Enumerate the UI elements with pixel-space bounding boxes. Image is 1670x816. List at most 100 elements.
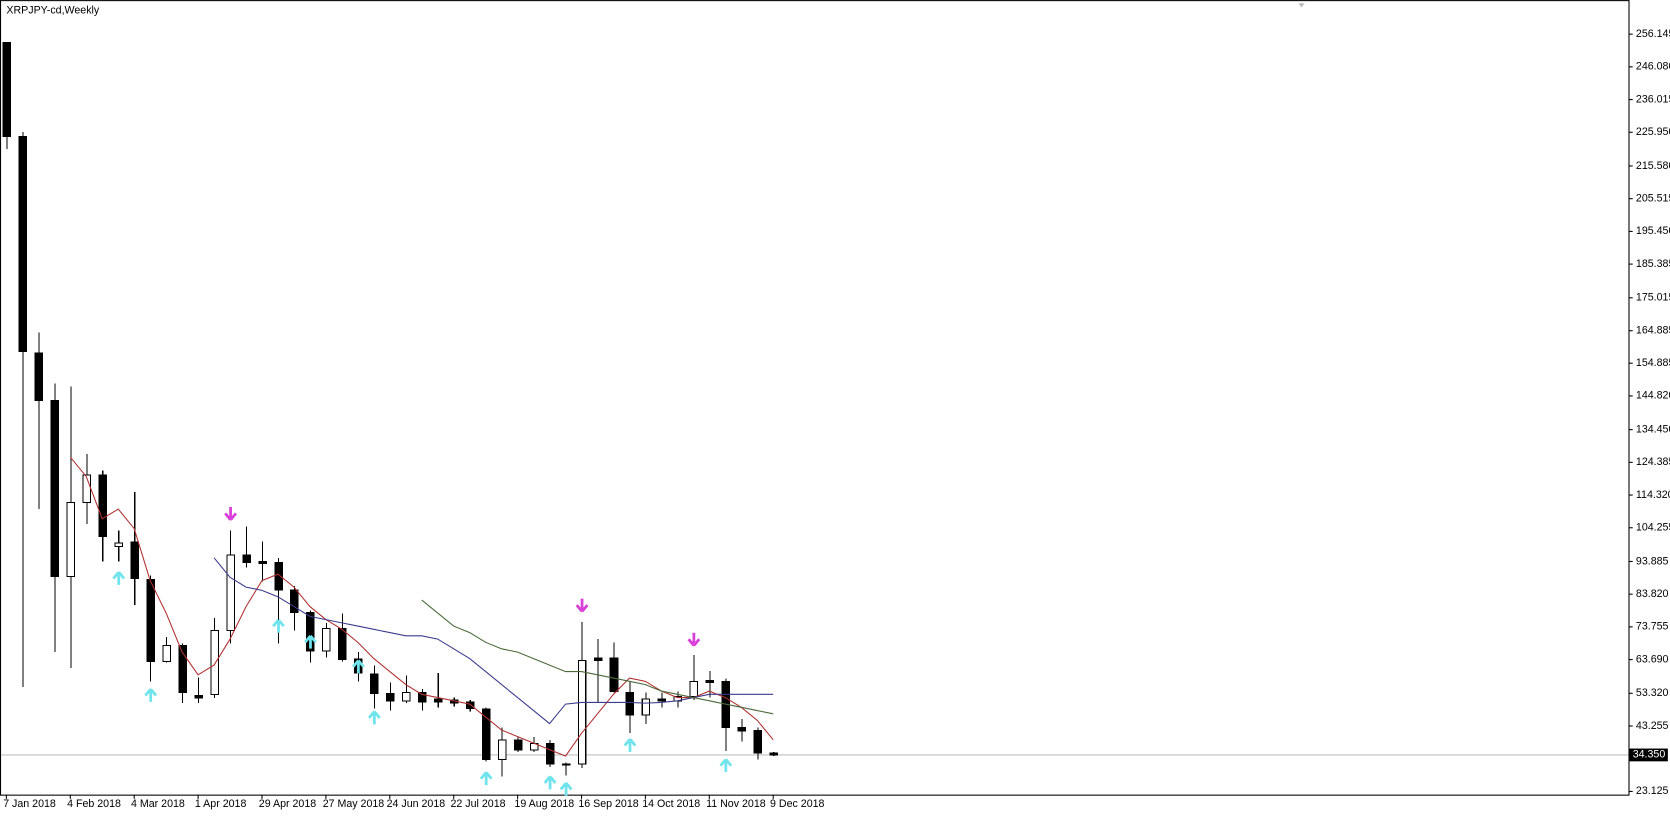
moving-average <box>421 599 774 715</box>
candle-body <box>545 742 555 765</box>
buy-arrow <box>272 619 285 633</box>
x-tick-label: 1 Apr 2018 <box>195 798 247 810</box>
y-tick-label: 154.885 <box>1636 357 1670 369</box>
sell-arrow <box>687 632 701 647</box>
y-tick-label: 63.690 <box>1636 653 1669 665</box>
x-tick-label: 16 Sep 2018 <box>578 798 638 810</box>
y-tick-label: 225.950 <box>1636 126 1670 138</box>
buy-arrow <box>543 775 557 790</box>
candle-body <box>497 739 507 760</box>
candle-body <box>657 698 667 702</box>
y-tick-label: 114.320 <box>1636 489 1670 501</box>
candle-body <box>290 589 299 613</box>
scroll-marker <box>1298 3 1305 8</box>
candle-body <box>98 474 108 538</box>
candle-body <box>481 708 491 760</box>
y-tick-label: 185.385 <box>1636 258 1670 270</box>
candle-body <box>114 542 124 547</box>
sell-arrow <box>575 598 589 613</box>
y-tick-label: 195.450 <box>1636 225 1670 237</box>
candle-body <box>386 692 395 702</box>
moving-average <box>69 456 774 757</box>
buy-arrow <box>144 688 158 702</box>
x-tick-label: 22 Jul 2018 <box>451 798 506 810</box>
y-tick-label: 104.255 <box>1636 522 1670 534</box>
y-tick-label: 83.820 <box>1636 588 1669 600</box>
x-tick-label: 27 May 2018 <box>323 798 385 810</box>
candle-body <box>66 502 76 577</box>
buy-arrow <box>352 659 365 674</box>
x-tick-label: 29 Apr 2018 <box>259 798 316 810</box>
y-tick-label: 134.450 <box>1636 423 1670 435</box>
x-tick-label: 24 Jun 2018 <box>387 798 446 810</box>
candle-body <box>737 726 747 732</box>
candle-body <box>322 627 331 652</box>
buy-arrow <box>479 771 493 786</box>
plot-frame <box>0 0 1630 796</box>
buy-arrow <box>719 758 733 773</box>
candle-body <box>338 627 347 660</box>
y-tick-label: 256.145 <box>1636 28 1670 40</box>
y-tick-label: 124.385 <box>1636 456 1670 468</box>
candle-body <box>418 691 427 703</box>
candle-body <box>769 752 779 756</box>
candle-body <box>258 560 267 564</box>
x-tick-label: 7 Jan 2018 <box>3 798 56 810</box>
candle-body <box>625 691 635 716</box>
candle-body <box>162 645 171 663</box>
buy-arrow <box>112 571 126 585</box>
candle-body <box>561 763 571 766</box>
last-price-tag <box>1629 748 1668 762</box>
x-tick-label: 19 Aug 2018 <box>514 798 574 810</box>
y-tick-label: 215.580 <box>1636 160 1670 172</box>
candle-body <box>178 645 187 693</box>
candle-body <box>689 681 699 698</box>
candle-body <box>2 42 12 137</box>
candle-body <box>609 657 619 692</box>
candle-body <box>402 691 411 702</box>
candle-body <box>593 657 603 662</box>
candle-body <box>194 695 203 699</box>
candle-body <box>226 554 235 632</box>
candle-body <box>242 554 251 563</box>
y-tick-label: 164.885 <box>1636 325 1670 337</box>
last-price-label: 34.350 <box>1633 749 1666 761</box>
candle-body <box>130 541 139 579</box>
x-tick-label: 4 Feb 2018 <box>67 798 121 810</box>
y-tick-label: 175.015 <box>1636 292 1670 304</box>
candle-body <box>641 698 651 716</box>
candle-body <box>34 352 44 402</box>
candle-body <box>513 739 523 751</box>
x-tick-label: 11 Nov 2018 <box>706 798 766 810</box>
candle-body <box>50 400 60 577</box>
buy-arrow <box>367 710 381 725</box>
chart-title: XRPJPY-cd,Weekly <box>6 5 100 17</box>
candle-body <box>210 630 219 696</box>
y-tick-label: 23.125 <box>1636 785 1669 797</box>
y-tick-label: 236.015 <box>1636 93 1670 105</box>
candle-body <box>306 611 315 652</box>
candle-body <box>274 561 283 591</box>
candle-body <box>577 659 587 765</box>
x-tick-label: 9 Dec 2018 <box>770 798 825 810</box>
buy-arrow <box>559 782 573 796</box>
y-tick-label: 53.320 <box>1636 687 1669 699</box>
x-tick-label: 4 Mar 2018 <box>131 798 185 810</box>
candle-body <box>146 578 155 663</box>
sell-arrow <box>224 507 237 521</box>
x-tick-label: 14 Oct 2018 <box>642 798 700 810</box>
candle-body <box>753 730 763 754</box>
y-tick-label: 93.885 <box>1636 555 1669 567</box>
y-tick-label: 205.515 <box>1636 192 1670 204</box>
y-tick-label: 144.820 <box>1636 390 1670 402</box>
buy-arrow <box>623 738 637 752</box>
y-tick-label: 73.755 <box>1636 621 1669 633</box>
moving-average <box>213 557 774 725</box>
y-tick-label: 43.255 <box>1636 720 1669 732</box>
candle-body <box>434 698 443 703</box>
candle-body <box>705 680 715 684</box>
buy-arrow <box>304 634 317 649</box>
candle-body <box>370 673 379 694</box>
